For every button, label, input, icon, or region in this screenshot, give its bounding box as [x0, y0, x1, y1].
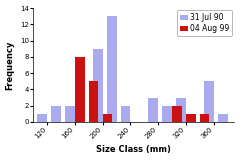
- Y-axis label: Frequency: Frequency: [6, 40, 15, 90]
- Bar: [148, 98, 158, 122]
- Bar: [186, 114, 196, 122]
- X-axis label: Size Class (mm): Size Class (mm): [96, 145, 171, 154]
- Bar: [65, 106, 75, 122]
- Bar: [37, 114, 47, 122]
- Bar: [176, 98, 186, 122]
- Bar: [121, 106, 130, 122]
- Bar: [103, 114, 112, 122]
- Bar: [162, 106, 172, 122]
- Bar: [89, 81, 98, 122]
- Bar: [200, 114, 210, 122]
- Bar: [107, 16, 116, 122]
- Legend: 31 Jul 90, 04 Aug 99: 31 Jul 90, 04 Aug 99: [177, 10, 232, 36]
- Bar: [204, 81, 214, 122]
- Bar: [218, 114, 228, 122]
- Bar: [51, 106, 61, 122]
- Bar: [93, 49, 103, 122]
- Bar: [172, 106, 182, 122]
- Bar: [75, 57, 85, 122]
